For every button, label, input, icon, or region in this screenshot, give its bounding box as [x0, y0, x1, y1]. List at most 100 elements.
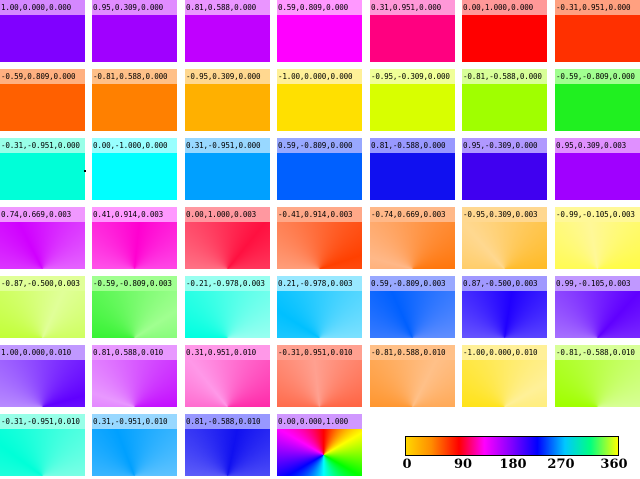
tile-color — [0, 429, 85, 476]
tile-label: -0.81,-0.588,0.000 — [462, 69, 547, 84]
tile-label: 0.81,-0.588,0.000 — [370, 138, 455, 153]
vector-tile: 0.95,0.309,0.000 — [92, 0, 177, 62]
vector-tile: 0.31,-0.951,0.000 — [185, 138, 270, 200]
tile-label: 0.00,-1.000,0.000 — [92, 138, 177, 153]
vector-tile: 0.31,0.951,0.010 — [185, 345, 270, 407]
vector-tile: -0.81,0.588,0.000 — [92, 69, 177, 131]
vector-tile: -0.21,-0.978,0.003 — [185, 276, 270, 338]
tile-color — [92, 429, 177, 476]
tile-label: -0.31,-0.951,0.000 — [0, 138, 85, 153]
colorbar-tick-0: 0 — [402, 457, 412, 472]
colorbar-tick-360: 360 — [600, 457, 628, 472]
vector-tile: -0.81,-0.588,0.010 — [555, 345, 640, 407]
colorbar-tick-270: 270 — [547, 457, 575, 472]
vector-tile: 0.59,-0.809,0.003 — [370, 276, 455, 338]
tile-label: -0.74,0.669,0.003 — [370, 207, 455, 222]
colorbar-tick-180: 180 — [499, 457, 527, 472]
tile-label: 0.31,0.951,0.000 — [370, 0, 455, 15]
vector-tile: -0.31,-0.951,0.010 — [0, 414, 85, 476]
tile-color — [185, 360, 270, 407]
tile-color — [0, 291, 85, 338]
tile-label: 0.81,-0.588,0.010 — [185, 414, 270, 429]
tile-label: -0.31,-0.951,0.010 — [0, 414, 85, 429]
vector-tile: 0.21,-0.978,0.003 — [277, 276, 362, 338]
hue-colorbar — [405, 436, 619, 456]
tile-color — [0, 153, 85, 200]
tile-label: 0.81,0.588,0.000 — [185, 0, 270, 15]
tile-color — [462, 153, 547, 200]
tile-color — [462, 222, 547, 269]
tile-color — [277, 429, 362, 476]
tile-color — [555, 222, 640, 269]
tile-label: -0.31,0.951,0.000 — [555, 0, 640, 15]
tile-color — [277, 84, 362, 131]
tile-color — [462, 15, 547, 62]
tile-color — [555, 15, 640, 62]
tile-label: -0.59,-0.809,0.003 — [92, 276, 177, 291]
tile-color — [370, 153, 455, 200]
tile-color — [185, 222, 270, 269]
vector-tile: 1.00,0.000,0.000 — [0, 0, 85, 62]
tile-color — [92, 222, 177, 269]
colorbar-tick-90: 90 — [453, 457, 473, 472]
vector-tile: -0.95,-0.309,0.000 — [370, 69, 455, 131]
stray-dot — [84, 170, 86, 172]
tile-label: -0.31,0.951,0.010 — [277, 345, 362, 360]
vector-tile: 0.74,0.669,0.003 — [0, 207, 85, 269]
vector-tile: 0.00,-1.000,0.000 — [92, 138, 177, 200]
vector-tile: 0.95,-0.309,0.000 — [462, 138, 547, 200]
tile-label: 0.59,-0.809,0.003 — [370, 276, 455, 291]
vector-tile: 0.59,0.809,0.000 — [277, 0, 362, 62]
tile-label: -0.95,0.309,0.003 — [462, 207, 547, 222]
tile-label: 0.00,1.000,0.000 — [462, 0, 547, 15]
tile-color — [185, 429, 270, 476]
tile-label: 0.59,0.809,0.000 — [277, 0, 362, 15]
tile-label: -0.95,0.309,0.000 — [185, 69, 270, 84]
tile-color — [92, 291, 177, 338]
vector-tile: 0.31,0.951,0.000 — [370, 0, 455, 62]
tile-label: 0.74,0.669,0.003 — [0, 207, 85, 222]
vector-tile: 0.00,1.000,0.003 — [185, 207, 270, 269]
tile-color — [185, 291, 270, 338]
tile-color — [0, 222, 85, 269]
tile-color — [555, 84, 640, 131]
tile-label: 0.87,-0.500,0.003 — [462, 276, 547, 291]
vector-tile: 0.81,-0.588,0.010 — [185, 414, 270, 476]
vector-tile: -0.41,0.914,0.003 — [277, 207, 362, 269]
tile-color — [277, 153, 362, 200]
vector-tile: 0.00,1.000,0.000 — [462, 0, 547, 62]
vector-tile: -0.59,-0.809,0.003 — [92, 276, 177, 338]
tile-color — [0, 15, 85, 62]
vector-tile: -0.31,0.951,0.000 — [555, 0, 640, 62]
tile-label: 0.31,0.951,0.010 — [185, 345, 270, 360]
tile-color — [277, 222, 362, 269]
tile-label: -0.59,0.809,0.000 — [0, 69, 85, 84]
tile-color — [185, 84, 270, 131]
tile-label: -0.81,-0.588,0.010 — [555, 345, 640, 360]
tile-color — [370, 291, 455, 338]
vector-tile: 0.81,0.588,0.010 — [92, 345, 177, 407]
vector-tile: -0.31,0.951,0.010 — [277, 345, 362, 407]
tile-label: 0.00,0.000,1.000 — [277, 414, 362, 429]
vector-tile: 1.00,0.000,0.010 — [0, 345, 85, 407]
tile-label: -0.99,-0.105,0.003 — [555, 207, 640, 222]
tile-label: 1.00,0.000,0.010 — [0, 345, 85, 360]
tile-label: 0.81,0.588,0.010 — [92, 345, 177, 360]
tile-color — [555, 291, 640, 338]
tile-color — [277, 360, 362, 407]
tile-color — [92, 15, 177, 62]
tile-label: 0.31,-0.951,0.010 — [92, 414, 177, 429]
vector-tile: -0.59,-0.809,0.000 — [555, 69, 640, 131]
vector-tile: 0.95,0.309,0.003 — [555, 138, 640, 200]
tile-color — [462, 360, 547, 407]
vector-tile: 0.41,0.914,0.003 — [92, 207, 177, 269]
tile-color — [370, 222, 455, 269]
tile-label: -0.95,-0.309,0.000 — [370, 69, 455, 84]
tile-color — [277, 291, 362, 338]
tile-label: 0.41,0.914,0.003 — [92, 207, 177, 222]
tile-label: -0.81,0.588,0.000 — [92, 69, 177, 84]
vector-tile: 0.31,-0.951,0.010 — [92, 414, 177, 476]
tile-color — [277, 15, 362, 62]
tile-color — [555, 153, 640, 200]
tile-label: -0.21,-0.978,0.003 — [185, 276, 270, 291]
